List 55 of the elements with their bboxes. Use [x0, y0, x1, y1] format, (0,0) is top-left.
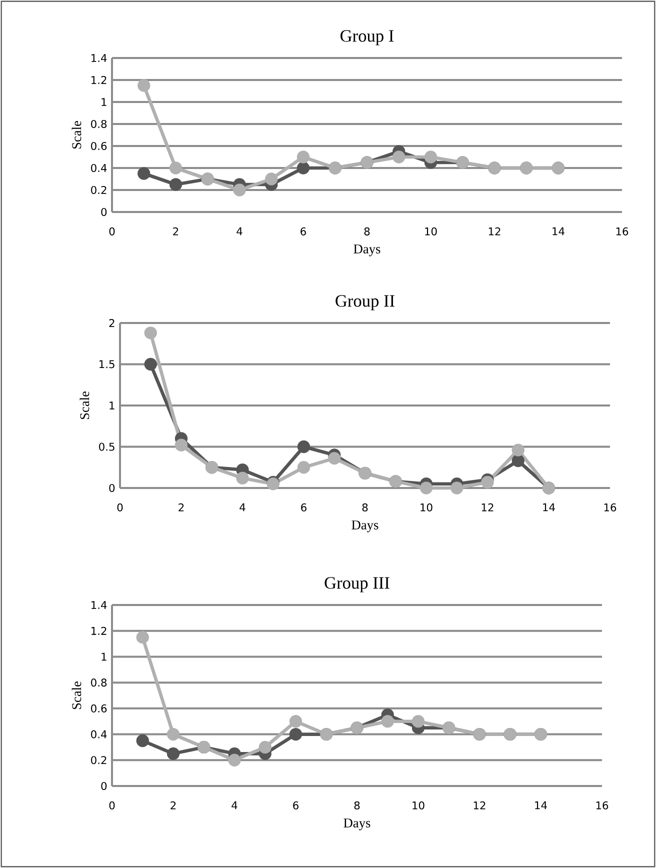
y-axis-title: Scale: [80, 392, 90, 420]
y-tick-label: 0.2: [91, 756, 106, 764]
y-tick-label: 1.2: [91, 76, 106, 84]
x-axis-title: Days: [354, 244, 380, 256]
x-tick-label: 8: [354, 801, 360, 810]
y-tick-label: 1: [102, 98, 106, 106]
chart-title: Group II: [336, 295, 394, 310]
x-tick-label: 14: [552, 227, 564, 236]
y-tick-label: 1.4: [91, 54, 107, 62]
x-tick-label: 16: [604, 503, 616, 512]
y-tick-label: 0.6: [91, 142, 107, 150]
y-tick-label: 1: [102, 652, 106, 661]
x-tick-label: 4: [236, 227, 242, 236]
x-tick-label: 12: [482, 503, 494, 512]
y-tick-label: 1.4: [91, 601, 107, 609]
y-tick-label: 0.4: [91, 730, 107, 738]
y-tick-label: 2: [109, 319, 114, 327]
x-tick-label: 12: [474, 801, 486, 810]
x-tick-label: 10: [425, 227, 437, 236]
y-tick-label: 0.6: [91, 704, 107, 712]
y-tick-label: 0.5: [99, 442, 114, 451]
x-tick-label: 4: [232, 801, 238, 810]
y-axis-title: Scale: [72, 682, 82, 710]
x-tick-label: 2: [178, 503, 184, 512]
x-tick-label: 10: [412, 801, 424, 810]
x-axis-title: Days: [344, 818, 370, 830]
x-tick-label: 14: [543, 503, 555, 512]
x-tick-label: 10: [420, 503, 432, 512]
y-tick-label: 1: [110, 402, 114, 410]
x-tick-label: 16: [596, 801, 608, 810]
y-axis-title: Scale: [72, 121, 82, 149]
y-tick-label: 0.8: [91, 678, 107, 687]
x-tick-label: 0: [117, 503, 123, 512]
x-tick-label: 6: [300, 227, 306, 236]
x-tick-label: 8: [364, 227, 370, 236]
x-tick-label: 4: [240, 503, 246, 512]
x-tick-label: 6: [293, 801, 298, 810]
x-tick-label: 8: [362, 503, 368, 512]
x-tick-label: 16: [616, 227, 628, 236]
y-tick-label: 1.5: [99, 360, 114, 368]
x-axis-title: Days: [352, 520, 378, 532]
y-tick-label: 0: [101, 782, 107, 790]
chart-title: Group III: [324, 577, 390, 592]
y-tick-label: 0: [101, 208, 107, 216]
chart-title: Group I: [340, 30, 394, 46]
x-tick-label: 2: [170, 801, 176, 810]
y-tick-label: 0.8: [91, 120, 107, 128]
x-tick-label: 6: [301, 503, 306, 512]
x-tick-label: 2: [173, 227, 178, 236]
x-tick-label: 14: [535, 801, 547, 810]
x-tick-label: 12: [488, 227, 500, 236]
y-tick-label: 1.2: [91, 626, 106, 635]
y-tick-label: 0.4: [91, 164, 107, 172]
y-tick-label: 0: [109, 484, 115, 492]
y-tick-label: 0.2: [91, 186, 106, 194]
